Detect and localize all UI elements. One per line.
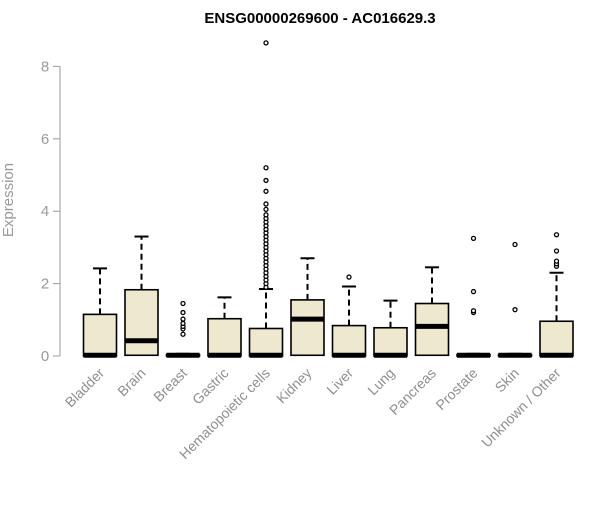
box-group — [456, 235, 491, 358]
box-group — [373, 299, 408, 358]
x-category-label: Skin — [492, 365, 523, 396]
outlier-point — [470, 288, 477, 295]
box — [124, 288, 159, 357]
box-group — [248, 40, 284, 358]
chart-title: ENSG00000269600 - AC016629.3 — [204, 10, 435, 27]
outlier-point — [263, 206, 269, 213]
y-tick-label: 4 — [41, 203, 49, 220]
x-category-label: Breast — [150, 365, 190, 405]
x-category-label: Lung — [364, 365, 397, 398]
outlier-point — [263, 177, 269, 184]
box-group — [207, 296, 242, 358]
outlier-point — [512, 307, 518, 313]
outlier-point — [346, 274, 352, 280]
outlier-point — [263, 201, 269, 207]
boxes-group — [82, 40, 574, 358]
box — [373, 326, 408, 357]
outlier-point — [180, 316, 186, 322]
box — [414, 302, 450, 357]
x-category-label: Kidney — [273, 365, 315, 407]
outlier-point — [553, 232, 560, 238]
box — [331, 324, 367, 357]
box — [290, 299, 325, 357]
outlier-point — [263, 40, 269, 46]
outlier-point — [180, 309, 186, 316]
box — [248, 327, 284, 357]
y-axis: 0 2 4 6 8 — [41, 58, 61, 365]
x-category-label: Brain — [114, 365, 148, 399]
y-tick-label: 0 — [41, 348, 49, 365]
outlier-point — [263, 188, 269, 194]
outlier-point — [470, 235, 477, 242]
x-category-label: Unknown / Other — [478, 365, 564, 451]
y-tick-label: 6 — [41, 131, 49, 148]
y-tick-label: 2 — [41, 276, 49, 293]
box-group — [331, 274, 367, 358]
box-group — [124, 235, 159, 357]
box-group — [497, 241, 533, 358]
y-axis-label: Expression — [0, 163, 17, 237]
outlier-point — [180, 300, 186, 307]
x-category-label: Prostate — [432, 365, 480, 413]
x-category-label: Bladder — [62, 365, 108, 411]
box-group — [82, 267, 118, 358]
outlier-point — [553, 248, 560, 254]
box-group — [290, 257, 325, 357]
box — [82, 313, 118, 357]
outlier-point — [553, 258, 560, 264]
box — [207, 317, 242, 357]
outlier-point — [180, 331, 186, 337]
outlier-point — [512, 241, 518, 248]
outlier-point — [263, 165, 269, 171]
box-group — [165, 300, 201, 358]
x-category-label: Liver — [323, 365, 356, 398]
outlier-point — [180, 320, 186, 327]
y-tick-label: 8 — [41, 58, 49, 75]
outlier-point — [470, 308, 477, 314]
box — [539, 320, 574, 357]
outlier-point — [263, 212, 269, 218]
box-group — [539, 232, 574, 358]
box-group — [414, 266, 450, 357]
